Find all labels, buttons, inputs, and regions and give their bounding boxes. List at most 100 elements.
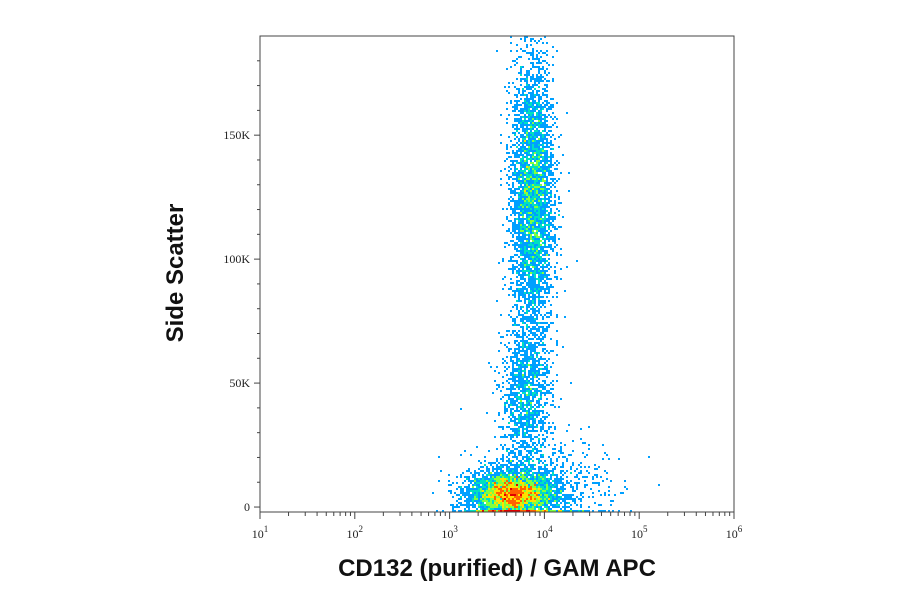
event-dot (534, 84, 536, 86)
event-dot (528, 192, 530, 194)
event-dot (528, 462, 530, 464)
event-dot (540, 506, 542, 508)
event-dot (468, 490, 470, 492)
event-dot (520, 378, 522, 380)
event-dot (508, 478, 510, 480)
event-dot (516, 212, 518, 214)
event-dot (476, 472, 478, 474)
event-dot (540, 290, 542, 292)
event-dot (524, 392, 526, 394)
event-dot (528, 344, 530, 346)
event-dot (512, 370, 514, 372)
event-dot (528, 494, 530, 496)
event-dot (528, 190, 530, 192)
event-dot (492, 500, 494, 502)
event-dot (530, 508, 532, 510)
event-dot (514, 226, 516, 228)
event-dot (520, 418, 522, 420)
event-dot (530, 464, 532, 466)
event-dot (532, 510, 534, 512)
event-dot (500, 498, 502, 500)
event-dot (598, 504, 600, 506)
event-dot (544, 382, 546, 384)
event-dot (534, 472, 536, 474)
event-dot (534, 136, 536, 138)
event-dot (528, 258, 530, 260)
event-dot (526, 458, 528, 460)
event-dot (522, 216, 524, 218)
event-dot (532, 62, 534, 64)
event-dot (522, 206, 524, 208)
event-dot (522, 422, 524, 424)
event-dot (546, 402, 548, 404)
event-dot (516, 430, 518, 432)
event-dot (522, 380, 524, 382)
event-dot (576, 474, 578, 476)
event-dot (540, 74, 542, 76)
event-dot (518, 314, 520, 316)
event-dot (524, 494, 526, 496)
event-dot (540, 456, 542, 458)
event-dot (516, 336, 518, 338)
event-dot (526, 308, 528, 310)
event-dot (542, 228, 544, 230)
event-dot (514, 138, 516, 140)
event-dot (478, 484, 480, 486)
event-dot (528, 274, 530, 276)
event-dot (522, 250, 524, 252)
event-dot (514, 340, 516, 342)
event-dot (550, 172, 552, 174)
event-dot (536, 450, 538, 452)
event-dot (510, 398, 512, 400)
event-dot (514, 392, 516, 394)
event-dot (520, 488, 522, 490)
event-dot (514, 120, 516, 122)
event-dot (530, 166, 532, 168)
event-dot (524, 448, 526, 450)
event-dot (540, 404, 542, 406)
event-dot (518, 226, 520, 228)
event-dot (570, 382, 572, 384)
event-dot (520, 158, 522, 160)
event-dot (536, 268, 538, 270)
event-dot (504, 394, 506, 396)
event-dot (518, 228, 520, 230)
event-dot (528, 460, 530, 462)
event-dot (510, 500, 512, 502)
event-dot (538, 280, 540, 282)
event-dot (514, 210, 516, 212)
event-dot (522, 144, 524, 146)
event-dot (560, 478, 562, 480)
event-dot (514, 330, 516, 332)
event-dot (464, 508, 466, 510)
event-dot (526, 498, 528, 500)
event-dot (526, 208, 528, 210)
event-dot (532, 112, 534, 114)
event-dot (522, 492, 524, 494)
event-dot (468, 500, 470, 502)
event-dot (584, 480, 586, 482)
event-dot (540, 428, 542, 430)
event-dot (526, 134, 528, 136)
event-dot (524, 372, 526, 374)
event-dot (540, 194, 542, 196)
event-dot (542, 336, 544, 338)
event-dot (534, 78, 536, 80)
event-dot (512, 160, 514, 162)
event-dot (506, 482, 508, 484)
event-dot (536, 338, 538, 340)
event-dot (532, 98, 534, 100)
event-dot (476, 480, 478, 482)
event-dot (532, 250, 534, 252)
event-dot (540, 192, 542, 194)
event-dot (550, 460, 552, 462)
event-dot (526, 130, 528, 132)
event-dot (554, 510, 556, 512)
event-dot (522, 424, 524, 426)
event-dot (540, 212, 542, 214)
event-dot (538, 134, 540, 136)
event-dot (518, 396, 520, 398)
event-dot (530, 414, 532, 416)
event-dot (520, 492, 522, 494)
event-dot (514, 154, 516, 156)
